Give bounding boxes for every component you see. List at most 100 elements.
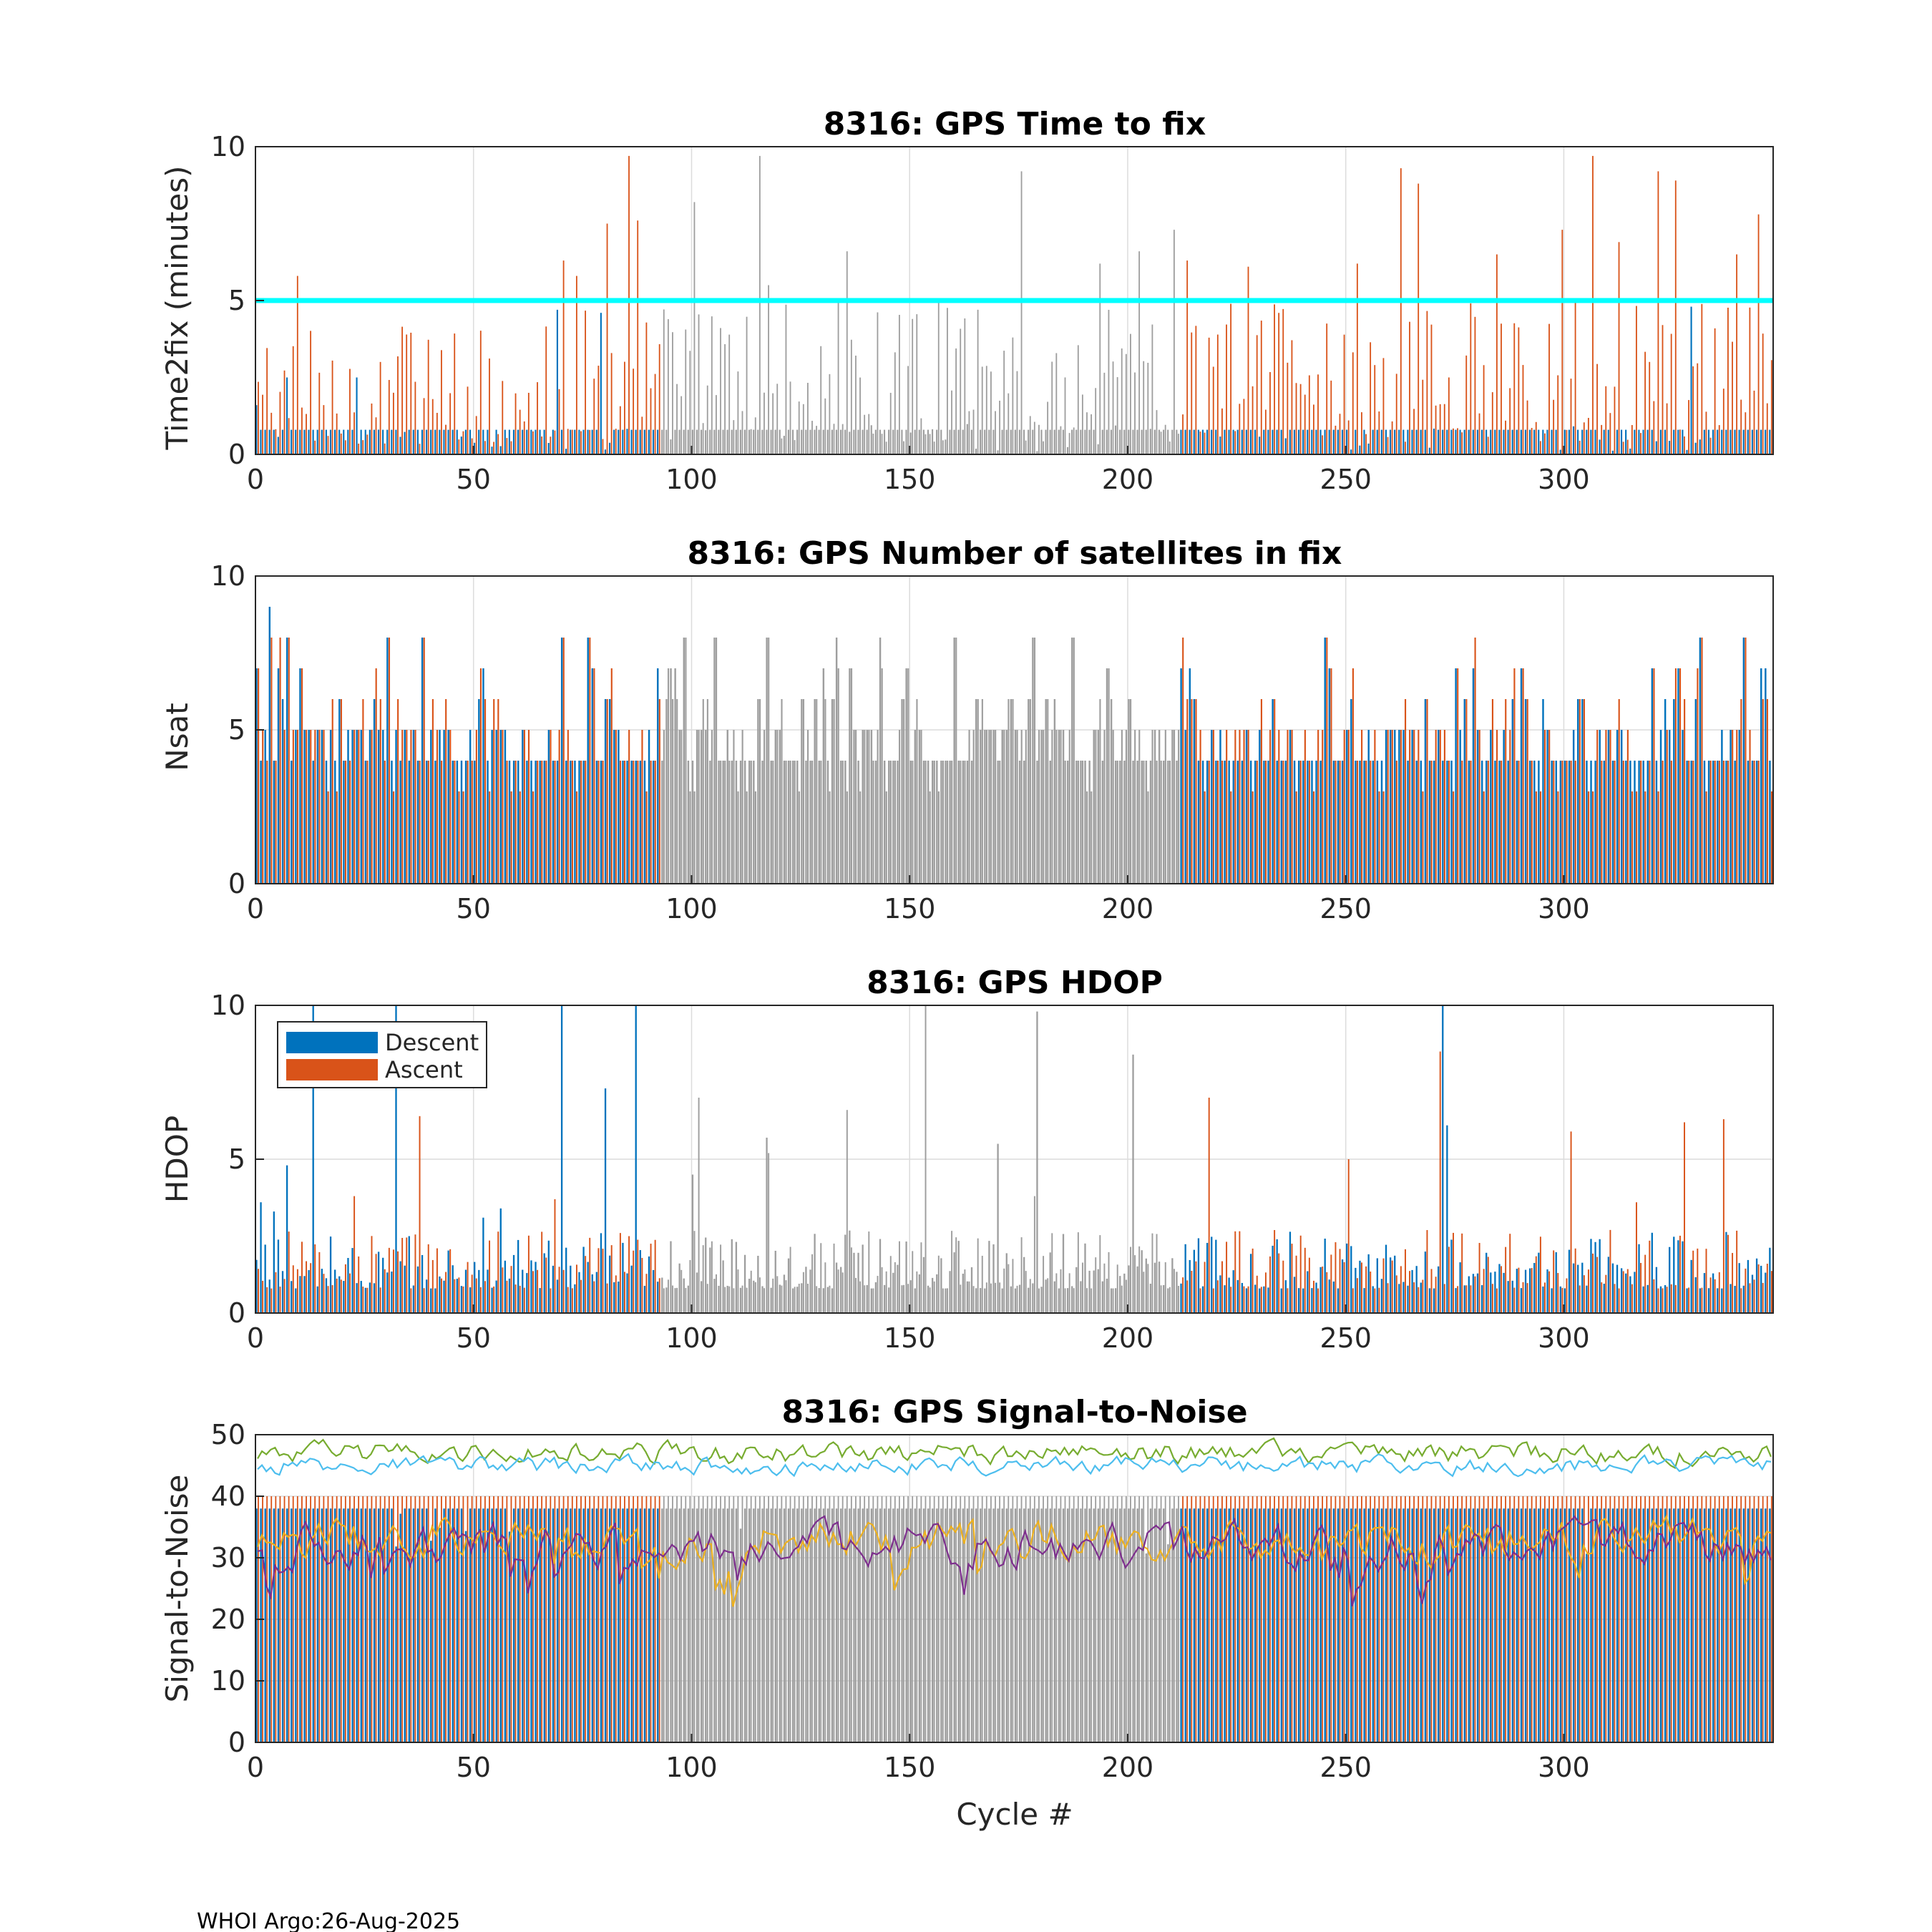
time-to-fix-bars xyxy=(255,155,1772,455)
descent-bar xyxy=(1014,1288,1017,1313)
ascent-bar xyxy=(283,1496,286,1742)
ascent-bar xyxy=(698,730,700,884)
descent-bar xyxy=(1673,429,1675,454)
descent-bar xyxy=(1197,1238,1200,1313)
descent-bar xyxy=(1307,761,1309,884)
descent-bar xyxy=(1455,429,1457,454)
ascent-bar xyxy=(1670,1496,1672,1742)
ascent-bar xyxy=(877,1276,879,1313)
descent-bar xyxy=(1389,1508,1392,1742)
ascent-bar xyxy=(1112,1288,1114,1313)
ascent-bar xyxy=(995,1496,996,1742)
ascent-bar xyxy=(1413,1496,1415,1742)
descent-bar xyxy=(1315,1508,1317,1742)
ascent-bar xyxy=(964,1269,966,1313)
descent-bar xyxy=(1215,1508,1217,1742)
ascent-bar xyxy=(864,1496,866,1742)
ascent-bar xyxy=(872,761,874,884)
ascent-bar xyxy=(1413,1282,1415,1313)
descent-bar xyxy=(1363,1288,1365,1313)
ascent-bar xyxy=(414,730,416,884)
ascent-bar xyxy=(1230,791,1232,884)
ascent-bar xyxy=(676,384,678,454)
descent-bar xyxy=(936,1274,938,1313)
descent-bar xyxy=(1551,761,1553,884)
descent-bar xyxy=(443,730,445,884)
descent-bar xyxy=(932,1508,934,1742)
ascent-bar xyxy=(597,761,600,884)
ascent-bar xyxy=(1365,761,1367,884)
descent-bar xyxy=(722,1508,724,1742)
x-tick-label: 250 xyxy=(1319,1752,1372,1783)
descent-bar xyxy=(364,761,367,884)
ascent-bar xyxy=(379,1496,381,1742)
ascent-bar xyxy=(1718,1496,1720,1742)
descent-bar xyxy=(1066,761,1069,884)
ascent-bar xyxy=(1160,1285,1162,1313)
descent-bar xyxy=(1725,761,1727,884)
descent-bar xyxy=(412,730,415,884)
descent-bar xyxy=(1559,1286,1561,1313)
descent-bar xyxy=(1359,1260,1361,1313)
descent-bar xyxy=(1424,699,1427,884)
descent-bar xyxy=(1528,1508,1531,1742)
descent-bar xyxy=(1398,1284,1400,1313)
descent-bar xyxy=(805,1267,807,1313)
descent-bar xyxy=(1101,1281,1104,1313)
descent-bar xyxy=(487,1508,489,1742)
ascent-bar xyxy=(462,1286,464,1313)
descent-bar xyxy=(1176,761,1178,884)
x-tick-label: 150 xyxy=(884,1752,936,1783)
ascent-bar xyxy=(1134,730,1136,884)
descent-bar xyxy=(997,1143,999,1313)
ascent-bar xyxy=(502,381,504,454)
descent-bar xyxy=(731,1239,733,1313)
ascent-bar xyxy=(811,761,814,884)
descent-bar xyxy=(391,1271,393,1313)
ascent-bar xyxy=(1361,730,1363,884)
descent-bar xyxy=(1603,1284,1605,1313)
descent-bar xyxy=(1590,429,1592,454)
ascent-bar xyxy=(1732,1253,1734,1313)
descent-bar xyxy=(1066,1508,1069,1742)
descent-bar xyxy=(1568,429,1570,454)
descent-bar xyxy=(1189,668,1191,884)
descent-bar xyxy=(1211,1236,1213,1313)
num-satellites-panel: 8316: GPS Number of satellites in fix Ns… xyxy=(160,535,1774,924)
descent-bar xyxy=(678,1508,680,1742)
ascent-bar xyxy=(523,421,525,454)
ascent-bar xyxy=(1256,761,1258,884)
descent-bar xyxy=(1176,1272,1178,1313)
descent-bar xyxy=(343,429,345,454)
descent-bar xyxy=(814,429,816,454)
ascent-bar xyxy=(384,761,386,884)
descent-bar xyxy=(966,1281,969,1313)
descent-bar xyxy=(901,699,903,884)
descent-bar xyxy=(1524,1269,1527,1313)
descent-bar xyxy=(670,1508,672,1742)
ascent-bar xyxy=(554,1496,556,1742)
ascent-bar xyxy=(615,730,617,884)
ascent-bar xyxy=(275,1496,277,1742)
ascent-bar xyxy=(571,761,574,884)
ascent-bar xyxy=(1274,1230,1276,1313)
ascent-bar xyxy=(654,374,656,454)
ascent-bar xyxy=(610,353,613,454)
descent-bar xyxy=(683,638,686,884)
ascent-bar xyxy=(1496,254,1498,454)
descent-bar xyxy=(1516,429,1518,454)
ascent-bar xyxy=(1025,1496,1027,1742)
ascent-bar xyxy=(1335,1496,1337,1742)
ascent-bar xyxy=(685,1287,687,1313)
ascent-bar xyxy=(1548,1271,1551,1313)
ascent-bar xyxy=(1326,323,1328,454)
y-tick-label: 10 xyxy=(211,560,245,592)
ascent-bar xyxy=(1430,324,1433,454)
ascent-bar xyxy=(550,1496,552,1742)
ascent-bar xyxy=(615,1496,617,1742)
descent-bar xyxy=(303,1508,306,1742)
descent-bar xyxy=(443,1508,445,1742)
ascent-bar xyxy=(841,1496,844,1742)
descent-bar xyxy=(604,1508,607,1742)
descent-bar xyxy=(909,761,912,884)
